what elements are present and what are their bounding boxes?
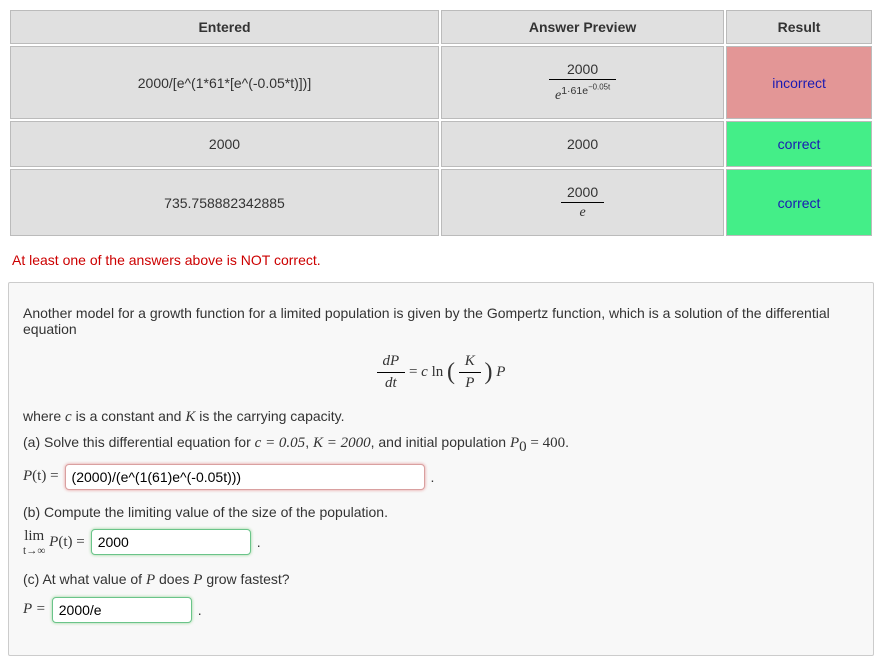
part-b-input[interactable] (91, 529, 251, 555)
result-cell-incorrect: incorrect (726, 46, 872, 119)
warning-message: At least one of the answers above is NOT… (12, 252, 874, 268)
part-c-input[interactable] (52, 597, 192, 623)
part-a-text: (a) Solve this differential equation for… (23, 434, 859, 456)
preview-numerator: 2000 (561, 184, 604, 203)
col-header-entered: Entered (10, 10, 439, 44)
part-b-answer-row: lim t→∞ P(t) = . (23, 528, 859, 557)
result-cell-correct: correct (726, 169, 872, 236)
table-header-row: Entered Answer Preview Result (10, 10, 872, 44)
part-c-text: (c) At what value of P does P grow faste… (23, 571, 859, 589)
preview-denominator: e (561, 203, 604, 221)
table-row: 735.758882342885 2000 e correct (10, 169, 872, 236)
entered-cell: 2000/[e^(1*61*[e^(-0.05*t)])] (10, 46, 439, 119)
part-a-answer-row: P(t) = . (23, 464, 859, 490)
part-c-answer-row: P = . (23, 597, 859, 623)
problem-intro: Another model for a growth function for … (23, 305, 859, 337)
result-cell-correct: correct (726, 121, 872, 167)
problem-statement-box: Another model for a growth function for … (8, 282, 874, 656)
entered-cell: 735.758882342885 (10, 169, 439, 236)
answer-results-table: Entered Answer Preview Result 2000/[e^(1… (8, 8, 874, 238)
gompertz-equation: dP dt = c ln ( K P ) P (23, 353, 859, 392)
col-header-result: Result (726, 10, 872, 44)
table-row: 2000/[e^(1*61*[e^(-0.05*t)])] 2000 e1·61… (10, 46, 872, 119)
preview-numerator: 2000 (549, 61, 616, 80)
part-b-text: (b) Compute the limiting value of the si… (23, 504, 859, 520)
where-clause: where c is a constant and K is the carry… (23, 408, 859, 426)
preview-cell: 2000 (441, 121, 724, 167)
preview-cell: 2000 e1·61e−0.05t (441, 46, 724, 119)
table-row: 2000 2000 correct (10, 121, 872, 167)
part-a-input[interactable] (65, 464, 425, 490)
col-header-preview: Answer Preview (441, 10, 724, 44)
entered-cell: 2000 (10, 121, 439, 167)
preview-cell: 2000 e (441, 169, 724, 236)
preview-denominator: e1·61e−0.05t (549, 80, 616, 104)
